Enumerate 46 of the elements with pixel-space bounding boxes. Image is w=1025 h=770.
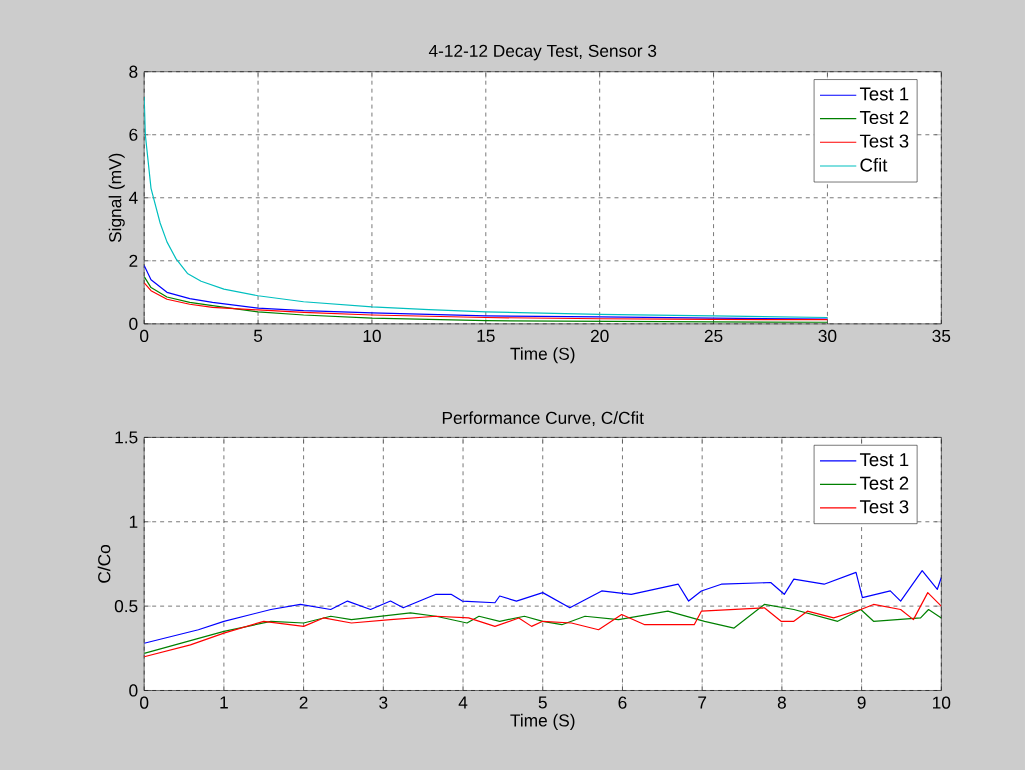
y-tick-label: 6 xyxy=(129,128,138,141)
line-series xyxy=(144,570,942,644)
line-series xyxy=(144,282,829,321)
x-tick-label: 3 xyxy=(379,696,388,709)
line-series xyxy=(144,603,942,654)
y-tick-label: 0 xyxy=(129,317,138,330)
x-tick-label: 5 xyxy=(253,329,263,342)
x-tick-label: 30 xyxy=(818,329,837,342)
x-tick-label: 0 xyxy=(140,696,149,709)
x-tick-label: 20 xyxy=(590,329,609,342)
y-tick-label: 0.5 xyxy=(114,599,138,613)
legend-label: Test 1 xyxy=(859,453,909,467)
x-tick-label: 8 xyxy=(777,696,786,709)
x-tick-label: 10 xyxy=(933,696,951,709)
y-tick-label: 1.5 xyxy=(115,431,138,444)
y-tick-label: 4 xyxy=(128,191,138,204)
y-axis-title: C/Co xyxy=(97,544,111,583)
x-tick-label: 35 xyxy=(932,329,951,342)
x-tick-label: 1 xyxy=(220,696,228,709)
x-tick-label: 10 xyxy=(363,329,381,342)
y-tick-label: 2 xyxy=(129,254,138,267)
x-tick-label: 5 xyxy=(538,696,547,709)
x-tick-label: 6 xyxy=(618,696,627,709)
x-axis-title: Time (S) xyxy=(510,347,575,364)
y-tick-label: 8 xyxy=(129,65,138,78)
legend-label: Test 2 xyxy=(859,110,909,124)
chart-title: 4-12-12 Decay Test, Sensor 3 xyxy=(428,44,657,61)
y-tick-label: 1 xyxy=(129,515,138,528)
x-tick-label: 9 xyxy=(857,696,866,709)
legend-label: Test 1 xyxy=(859,87,909,101)
x-tick-label: 4 xyxy=(458,696,468,709)
chart-title: Performance Curve, C/Cfit xyxy=(442,411,644,426)
x-tick-label: 15 xyxy=(477,329,495,342)
legend-label: Cfit xyxy=(860,157,888,172)
x-tick-label: 2 xyxy=(299,696,308,709)
x-axis-title: Time (S) xyxy=(510,713,575,730)
y-tick-label: 0 xyxy=(129,684,138,697)
line-series xyxy=(144,591,942,658)
legend-label: Test 3 xyxy=(859,500,909,514)
line-series xyxy=(144,264,829,320)
x-tick-label: 0 xyxy=(140,329,149,342)
y-axis-title: Signal (mV) xyxy=(108,153,125,242)
x-tick-label: 7 xyxy=(698,696,707,709)
x-tick-label: 25 xyxy=(704,329,723,342)
legend-label: Test 3 xyxy=(859,134,909,148)
legend-label: Test 2 xyxy=(859,476,909,490)
